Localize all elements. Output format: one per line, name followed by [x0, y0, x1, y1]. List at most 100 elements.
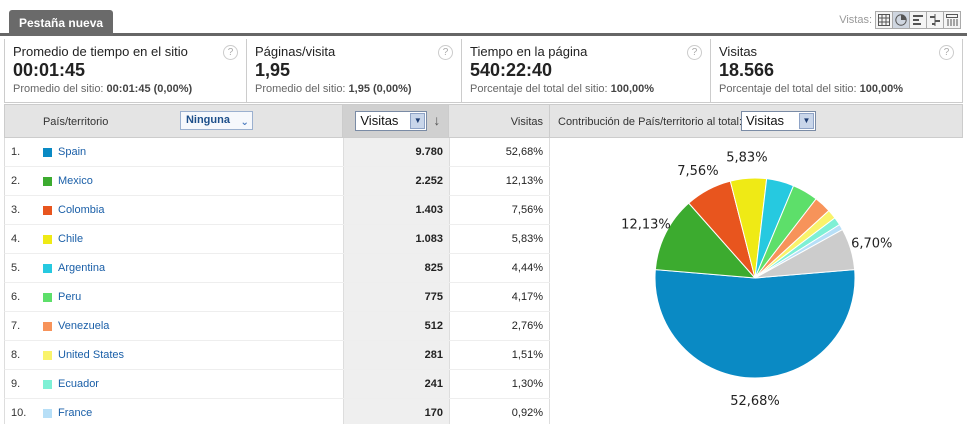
tab-bar: Pestaña nueva Vistas:	[0, 0, 967, 36]
tab-new[interactable]: Pestaña nueva	[9, 10, 114, 36]
country-link[interactable]: Spain	[37, 138, 343, 166]
table-row: 7. Venezuela 512 2,76%	[4, 312, 550, 341]
country-name[interactable]: Peru	[58, 291, 82, 303]
country-name[interactable]: France	[58, 407, 93, 419]
country-name[interactable]: Ecuador	[58, 378, 99, 390]
table-view-icon[interactable]	[875, 11, 893, 29]
country-link[interactable]: Venezuela	[37, 312, 343, 340]
legend-swatch	[43, 147, 52, 157]
country-name[interactable]: United States	[58, 349, 125, 361]
country-name[interactable]: Chile	[58, 233, 84, 245]
pie-view-icon[interactable]	[892, 11, 910, 29]
dropdown-arrow-icon: ▼	[799, 113, 814, 129]
country-link[interactable]: Mexico	[37, 167, 343, 195]
country-name[interactable]: Argentina	[58, 262, 106, 274]
metric-avg-time: Promedio de tiempo en el sitio 00:01:45 …	[5, 39, 247, 102]
metric-time-on-page: Tiempo en la página 540:22:40 Porcentaje…	[462, 39, 711, 102]
pct-column-label: Visitas	[510, 116, 543, 128]
pie-slice-other[interactable]	[754, 228, 856, 279]
visits-value: 9.780	[343, 138, 450, 166]
table-row: 6. Peru 775 4,17%	[4, 283, 550, 312]
country-name[interactable]: Colombia	[58, 204, 105, 216]
country-link[interactable]: United States	[37, 341, 343, 369]
country-name[interactable]: Mexico	[58, 175, 93, 187]
row-index: 1.	[11, 146, 21, 158]
visits-value: 825	[343, 254, 450, 282]
metric-visits: Visitas 18.566 Porcentaje del total del …	[711, 39, 962, 102]
metric-value: 00:01:45	[13, 60, 86, 80]
legend-swatch	[43, 321, 52, 331]
comparison-view-icon[interactable]	[926, 11, 944, 29]
legend-swatch	[43, 205, 52, 215]
metric-value: 540:22:40	[470, 60, 553, 80]
legend-swatch	[43, 292, 52, 302]
country-link[interactable]: Peru	[37, 283, 343, 311]
row-index: 7.	[11, 320, 21, 332]
table-row: 1. Spain 9.780 52,68%	[4, 138, 550, 167]
row-index: 9.	[11, 378, 21, 390]
country-link[interactable]: Ecuador	[37, 370, 343, 398]
table-row: 8. United States 281 1,51%	[4, 341, 550, 370]
pie-data-label: 7,56%	[677, 164, 718, 179]
chart-header-label: Contribución de País/territorio al total…	[558, 116, 743, 128]
country-link[interactable]: Chile	[37, 225, 343, 253]
sort-descending-icon[interactable]: ↓	[433, 112, 441, 128]
row-index: 3.	[11, 204, 21, 216]
contribution-chart-panel: Contribución de País/territorio al total…	[550, 104, 963, 424]
metric-value: 18.566	[719, 60, 775, 80]
metric-value: 1,95	[255, 60, 291, 80]
header-country: País/territorio Ninguna ⌄	[37, 105, 342, 137]
metric-subtext: Porcentaje del total del sitio: 100,00%	[470, 83, 655, 95]
visits-percentage: 12,13%	[450, 167, 550, 195]
visits-percentage: 52,68%	[450, 138, 550, 166]
help-icon[interactable]: ?	[939, 45, 954, 60]
row-index: 6.	[11, 291, 21, 303]
country-link[interactable]: Colombia	[37, 196, 343, 224]
visits-percentage: 2,76%	[450, 312, 550, 340]
country-name[interactable]: Venezuela	[58, 320, 110, 332]
chart-metric-select[interactable]: Visitas ▼	[741, 111, 816, 131]
table-row: 9. Ecuador 241 1,30%	[4, 370, 550, 399]
table-row: 4. Chile 1.083 5,83%	[4, 225, 550, 254]
metric-title: Páginas/visita	[255, 44, 336, 59]
visits-value: 241	[343, 370, 450, 398]
chevron-down-icon: ⌄	[240, 117, 249, 128]
metric-pages-per-visit: Páginas/visita 1,95 Promedio del sitio: …	[247, 39, 462, 102]
table-row: 2. Mexico 2.252 12,13%	[4, 167, 550, 196]
pie-data-label: 6,70%	[851, 237, 892, 252]
secondary-dimension-select[interactable]: Ninguna ⌄	[179, 111, 253, 130]
metric-subtext: Promedio del sitio: 1,95 (0,00%)	[255, 83, 412, 95]
performance-view-icon[interactable]	[909, 11, 927, 29]
table-row: 5. Argentina 825 4,44%	[4, 254, 550, 283]
metric-subtext: Porcentaje del total del sitio: 100,00%	[719, 83, 904, 95]
legend-swatch	[43, 263, 52, 273]
country-link[interactable]: France	[37, 399, 343, 424]
country-link[interactable]: Argentina	[37, 254, 343, 282]
help-icon[interactable]: ?	[687, 45, 702, 60]
visits-percentage: 5,83%	[450, 225, 550, 253]
pie-data-label: 52,68%	[730, 394, 780, 409]
visits-value: 512	[343, 312, 450, 340]
visits-value: 1.083	[343, 225, 450, 253]
row-index: 8.	[11, 349, 21, 361]
table-body: 1. Spain 9.780 52,68% 2. Mexico 2.252 12,13% 3. C…	[4, 138, 550, 424]
metric-subtext: Promedio del sitio: 00:01:45 (0,00%)	[13, 83, 193, 95]
help-icon[interactable]: ?	[223, 45, 238, 60]
visits-percentage: 1,51%	[450, 341, 550, 369]
visits-percentage: 1,30%	[450, 370, 550, 398]
pie-data-label: 5,83%	[726, 150, 767, 165]
pie-slice-mexico[interactable]	[654, 202, 757, 279]
visits-value: 170	[343, 399, 450, 424]
help-icon[interactable]: ?	[438, 45, 453, 60]
pie-chart: 52,68% 12,13% 7,56% 5,83% 6,70%	[621, 150, 892, 409]
metric-title: Tiempo en la página	[470, 44, 588, 59]
pivot-view-icon[interactable]	[943, 11, 961, 29]
row-index: 10.	[11, 407, 27, 419]
visits-percentage: 0,92%	[450, 399, 550, 424]
pie-slice-spain[interactable]	[654, 269, 856, 379]
country-table: País/territorio Ninguna ⌄ Visitas ▼ ↓ Vi…	[4, 104, 550, 424]
row-index: 4.	[11, 233, 21, 245]
sort-metric-select[interactable]: Visitas ▼	[355, 111, 428, 131]
country-name[interactable]: Spain	[58, 146, 87, 158]
header-pct: Visitas	[449, 105, 549, 137]
